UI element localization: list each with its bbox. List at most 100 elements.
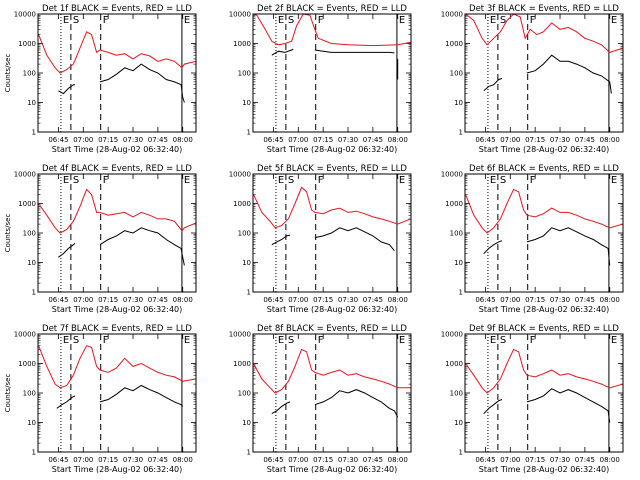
x-tick-label: 07:45 bbox=[575, 136, 595, 144]
events-series-line bbox=[271, 48, 294, 56]
events-series-line bbox=[56, 395, 76, 409]
lld-series-line bbox=[465, 14, 623, 53]
y-tick-label: 100 bbox=[23, 390, 36, 398]
lld-series-line bbox=[465, 348, 623, 394]
y-tick-label: 10 bbox=[454, 419, 463, 427]
y-tick-label: 10000 bbox=[229, 171, 251, 179]
y-tick-label: 100 bbox=[450, 390, 463, 398]
x-tick-label: 08:00 bbox=[600, 296, 620, 304]
y-tick-label: 10000 bbox=[441, 331, 463, 339]
x-tick-label: 07:15 bbox=[525, 456, 545, 464]
panel-title: Det 1f BLACK = Events, RED = LLD bbox=[42, 4, 192, 14]
phase-line-label: F bbox=[103, 335, 109, 346]
phase-line-label: E bbox=[490, 335, 496, 346]
x-tick-label: 08:00 bbox=[388, 456, 408, 464]
phase-line-label: S bbox=[500, 175, 506, 186]
phase-line-label: E bbox=[490, 15, 496, 26]
x-tick-label: 07:00 bbox=[73, 136, 93, 144]
lld-series-line bbox=[38, 31, 196, 74]
x-tick-label: 07:00 bbox=[288, 136, 308, 144]
y-tick-label: 1 bbox=[459, 449, 463, 457]
y-tick-label: 1 bbox=[459, 289, 463, 297]
y-axis-label: Counts/sec bbox=[4, 374, 12, 413]
x-tick-label: 07:45 bbox=[363, 136, 383, 144]
events-series-line bbox=[483, 399, 503, 414]
y-tick-label: 10000 bbox=[441, 171, 463, 179]
x-tick-label: 06:45 bbox=[48, 136, 68, 144]
phase-line-label: S bbox=[73, 335, 79, 346]
y-tick-label: 1000 bbox=[445, 360, 463, 368]
panel-det-9f: Det 9f BLACK = Events, RED = LLD Start Ti… bbox=[441, 324, 624, 474]
panel-title: Det 7f BLACK = Events, RED = LLD bbox=[42, 324, 192, 334]
x-axis-label: Start Time (28-Aug-02 06:32:40) bbox=[479, 305, 610, 314]
y-tick-label: 10000 bbox=[229, 11, 251, 19]
events-series-line bbox=[58, 84, 75, 95]
x-tick-label: 07:15 bbox=[313, 296, 333, 304]
phase-line-label: F bbox=[103, 175, 109, 186]
x-tick-label: 08:00 bbox=[388, 136, 408, 144]
x-tick-label: 06:45 bbox=[475, 136, 495, 144]
x-axis-label: Start Time (28-Aug-02 06:32:40) bbox=[267, 305, 398, 314]
x-tick-label: 07:00 bbox=[73, 456, 93, 464]
x-tick-label: 07:30 bbox=[123, 456, 143, 464]
y-tick-label: 1 bbox=[32, 449, 36, 457]
panel-det-1f: Det 1f BLACK = Events, RED = LLD Start Ti… bbox=[4, 4, 197, 154]
x-tick-label: 07:00 bbox=[500, 456, 520, 464]
events-series-line bbox=[526, 388, 611, 423]
phase-line-label: E bbox=[63, 15, 69, 26]
x-tick-label: 06:45 bbox=[48, 456, 68, 464]
plot-area bbox=[253, 334, 411, 452]
plot-frame bbox=[464, 333, 624, 453]
x-axis-label: Start Time (28-Aug-02 06:32:40) bbox=[479, 145, 610, 154]
x-tick-label: 07:00 bbox=[500, 296, 520, 304]
plot-area bbox=[38, 14, 196, 132]
x-tick-label: 07:30 bbox=[338, 136, 358, 144]
panel-det-6f: Det 6f BLACK = Events, RED = LLD Start Ti… bbox=[441, 164, 624, 314]
lld-series-line bbox=[38, 188, 196, 234]
y-tick-label: 1 bbox=[247, 449, 251, 457]
plot-area bbox=[465, 334, 623, 452]
y-tick-label: 10000 bbox=[441, 11, 463, 19]
plot-area bbox=[38, 334, 196, 452]
y-tick-label: 1 bbox=[247, 289, 251, 297]
x-tick-label: 08:00 bbox=[173, 456, 193, 464]
events-series-line bbox=[99, 63, 185, 103]
plot-frame bbox=[37, 13, 197, 133]
x-tick-label: 08:00 bbox=[388, 296, 408, 304]
plot-area bbox=[465, 14, 623, 132]
x-tick-label: 08:00 bbox=[173, 296, 193, 304]
phase-line-label: F bbox=[530, 175, 536, 186]
lld-series-line bbox=[465, 188, 623, 234]
x-tick-label: 06:45 bbox=[263, 296, 283, 304]
y-tick-label: 1 bbox=[32, 289, 36, 297]
y-tick-label: 10 bbox=[454, 99, 463, 107]
panel-title: Det 9f BLACK = Events, RED = LLD bbox=[469, 324, 619, 334]
panel-det-5f: Det 5f BLACK = Events, RED = LLD Start Ti… bbox=[229, 164, 412, 314]
x-tick-label: 06:45 bbox=[263, 456, 283, 464]
y-tick-label: 10 bbox=[242, 99, 251, 107]
x-axis-label: Start Time (28-Aug-02 06:32:40) bbox=[479, 465, 610, 474]
lld-series-line bbox=[38, 345, 196, 389]
y-tick-label: 100 bbox=[238, 390, 251, 398]
x-tick-label: 06:45 bbox=[48, 296, 68, 304]
phase-line-label: S bbox=[288, 175, 294, 186]
x-tick-label: 07:00 bbox=[500, 136, 520, 144]
y-tick-label: 1000 bbox=[445, 200, 463, 208]
x-tick-label: 07:30 bbox=[338, 296, 358, 304]
x-tick-label: 07:45 bbox=[575, 296, 595, 304]
y-tick-label: 100 bbox=[238, 70, 251, 78]
phase-line-label: F bbox=[318, 335, 324, 346]
y-tick-label: 10 bbox=[27, 99, 36, 107]
plot-frame bbox=[464, 13, 624, 133]
phase-line-label: S bbox=[288, 335, 294, 346]
phase-line-label: E bbox=[399, 175, 405, 186]
y-tick-label: 10 bbox=[27, 419, 36, 427]
y-tick-label: 10000 bbox=[14, 331, 36, 339]
phase-line-label: F bbox=[530, 335, 536, 346]
plot-frame bbox=[464, 173, 624, 293]
panel-title: Det 2f BLACK = Events, RED = LLD bbox=[257, 4, 407, 14]
phase-line-label: E bbox=[63, 175, 69, 186]
panel-title: Det 6f BLACK = Events, RED = LLD bbox=[469, 164, 619, 174]
phase-line-label: F bbox=[318, 175, 324, 186]
